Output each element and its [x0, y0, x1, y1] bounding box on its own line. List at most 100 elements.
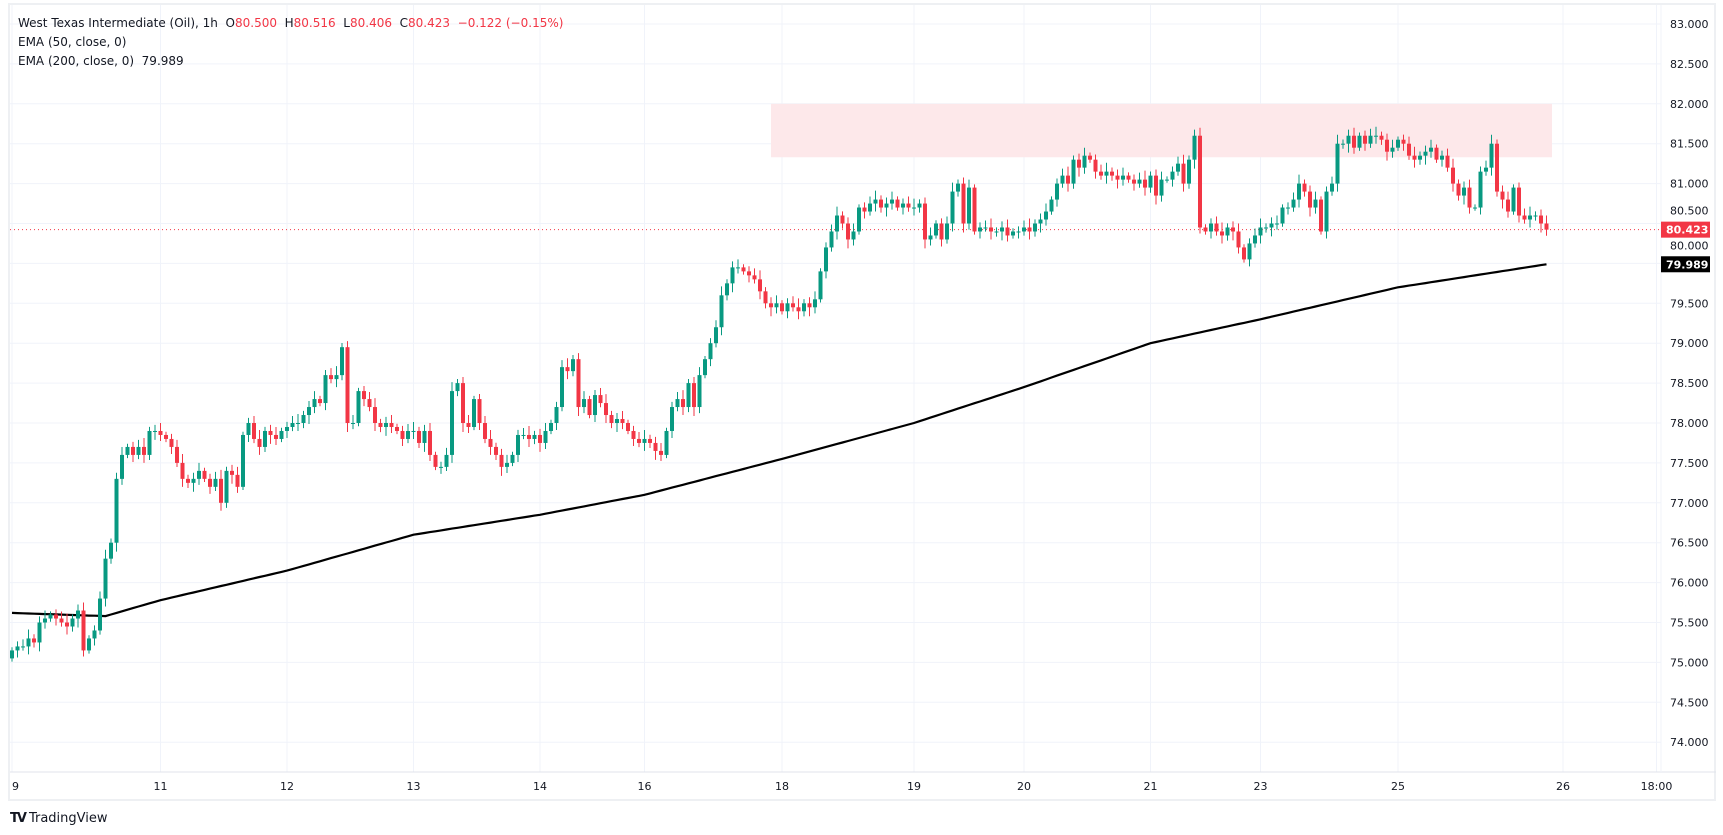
- candle-body: [1478, 171, 1483, 208]
- x-tick-label: 26: [1556, 780, 1570, 793]
- candle-body: [1214, 223, 1219, 232]
- candle-body: [703, 359, 707, 376]
- x-tick-label: 11: [154, 780, 168, 793]
- candle-body: [923, 203, 927, 240]
- x-tick-label: 13: [407, 780, 421, 793]
- candle-body: [191, 478, 196, 483]
- candle-body: [780, 303, 784, 312]
- candle-body: [169, 438, 174, 447]
- candle-body: [301, 415, 306, 423]
- candle-body: [1126, 175, 1131, 180]
- x-tick-label: 9: [12, 780, 19, 793]
- candle-body: [1236, 231, 1241, 248]
- candle-body: [862, 207, 867, 212]
- candle-body: [1192, 135, 1197, 160]
- open-label: O: [225, 16, 235, 30]
- y-tick-label: 77.000: [1670, 497, 1709, 510]
- candle-body: [1121, 175, 1125, 180]
- candle-body: [1176, 163, 1180, 172]
- candle-body: [131, 446, 135, 455]
- candle-body: [444, 454, 449, 467]
- y-tick-label: 80.500: [1670, 205, 1709, 218]
- candle-body: [1181, 163, 1186, 184]
- candle-body: [565, 367, 570, 372]
- candle-body: [774, 303, 779, 308]
- candle-body: [81, 610, 86, 651]
- candle-body: [884, 203, 889, 208]
- candle-body: [1401, 139, 1406, 144]
- candle-body: [901, 203, 905, 208]
- candle-body: [857, 207, 861, 232]
- candle-body: [1473, 207, 1477, 209]
- candle-body: [1533, 215, 1538, 217]
- candle-body: [626, 423, 630, 431]
- candle-body: [1412, 155, 1417, 160]
- candle-body: [1027, 227, 1032, 232]
- candle-body: [653, 442, 658, 451]
- candle-body: [356, 391, 361, 423]
- x-tick-label: 20: [1017, 780, 1031, 793]
- x-tick-label: 16: [638, 780, 652, 793]
- candle-body: [1044, 211, 1048, 220]
- candle-body: [824, 247, 828, 272]
- candle-body: [1319, 199, 1323, 232]
- candle-body: [796, 307, 801, 312]
- candle-body: [708, 343, 713, 360]
- candle-body: [1104, 171, 1109, 176]
- high-label: H: [284, 16, 294, 30]
- candle-body: [582, 399, 586, 408]
- legend-symbol-row[interactable]: West Texas Intermediate (Oil), 1h O80.50…: [18, 14, 563, 33]
- candle-body: [681, 399, 685, 408]
- candle-body: [543, 430, 548, 443]
- candle-body: [1451, 167, 1455, 184]
- candle-body: [76, 610, 80, 619]
- y-tick-label: 75.500: [1670, 617, 1709, 630]
- candle-body: [428, 430, 432, 455]
- candle-body: [362, 391, 366, 400]
- candle-body: [26, 638, 31, 647]
- candle-body: [604, 403, 608, 416]
- candle-body: [1203, 227, 1208, 232]
- open-value: 80.500: [234, 16, 277, 30]
- candle-body: [1506, 199, 1510, 212]
- tradingview-logo[interactable]: TV TradingView: [10, 811, 107, 826]
- y-tick-label: 80.000: [1670, 239, 1709, 252]
- candle-body: [615, 419, 619, 423]
- candle-body: [230, 470, 234, 475]
- candle-body: [411, 430, 416, 432]
- candle-body: [109, 542, 113, 559]
- candle-body: [307, 407, 311, 416]
- candle-body: [835, 215, 839, 232]
- legend-ema50[interactable]: EMA (50, close, 0): [18, 33, 563, 52]
- candle-body: [54, 614, 58, 619]
- candle-body: [1011, 231, 1015, 236]
- candle-body: [1297, 183, 1301, 200]
- candle-body: [318, 399, 322, 404]
- candle-body: [1264, 227, 1268, 229]
- candle-body: [477, 399, 482, 423]
- candle-body: [1231, 227, 1235, 232]
- candle-body: [92, 630, 97, 639]
- candle-body: [505, 462, 509, 467]
- candle-body: [846, 223, 850, 240]
- candle-body: [1115, 175, 1120, 180]
- candle-body: [15, 646, 20, 651]
- candle-body: [549, 423, 553, 431]
- candle-body: [521, 434, 526, 436]
- candle-body: [1082, 155, 1087, 168]
- candle-body: [1390, 147, 1395, 152]
- candle-body: [483, 423, 487, 439]
- candle-body: [697, 375, 702, 408]
- candle-body: [1220, 231, 1224, 236]
- candle-body: [527, 434, 531, 439]
- legend-ema200[interactable]: EMA (200, close, 0) 79.989: [18, 52, 563, 71]
- candle-body: [433, 454, 438, 467]
- close-value: 80.423: [408, 16, 451, 30]
- candle-body: [818, 271, 823, 300]
- x-tick-label: 18:00: [1641, 780, 1673, 793]
- candle-body: [224, 470, 229, 503]
- candle-body: [219, 478, 223, 503]
- candle-body: [1258, 227, 1263, 236]
- candle-body: [642, 438, 647, 443]
